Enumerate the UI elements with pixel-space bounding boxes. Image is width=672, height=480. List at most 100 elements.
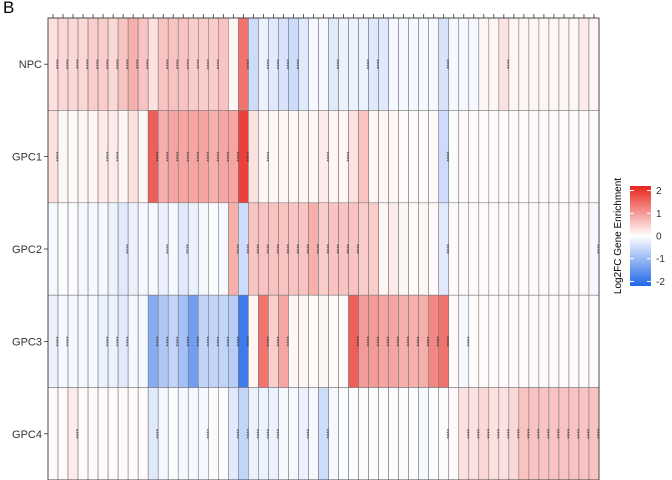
heatmap-cell (47, 387, 59, 480)
heatmap-cell (97, 202, 109, 296)
heatmap-cell (518, 17, 530, 111)
legend-tick-label: 2 (656, 186, 662, 197)
heatmap-cell (368, 387, 379, 480)
heatmap-cell (348, 387, 359, 480)
heatmap-cell (308, 294, 319, 388)
significance-label: **** (513, 429, 519, 440)
heatmap-cell (548, 110, 560, 204)
significance-label: **** (53, 152, 59, 163)
heatmap-cell (388, 17, 399, 111)
significance-label: **** (93, 59, 99, 70)
heatmap-cell (548, 294, 560, 388)
heatmap-cell (428, 202, 440, 296)
significance-label: **** (543, 429, 549, 440)
heatmap-cell (127, 294, 139, 388)
significance-label: **** (203, 336, 209, 347)
heatmap-cell (418, 387, 429, 480)
significance-label: **** (143, 59, 149, 70)
heatmap-cell (578, 294, 590, 388)
row-label: NPC (19, 59, 42, 71)
heatmap-cell (508, 294, 520, 388)
significance-label: **** (523, 429, 529, 440)
significance-label: **** (443, 429, 449, 440)
heatmap-cell (568, 202, 580, 296)
heatmap-cell (448, 202, 460, 296)
heatmap-cell (348, 17, 359, 111)
heatmap-cell (448, 294, 460, 388)
heatmap-cell (77, 387, 89, 480)
significance-label: **** (183, 152, 189, 163)
row-label: GPC2 (12, 244, 42, 256)
significance-label: **** (243, 336, 249, 347)
heatmap-cell (177, 387, 189, 480)
heatmap-cell (328, 387, 339, 480)
significance-label: **** (233, 152, 239, 163)
heatmap-cell (358, 202, 369, 296)
heatmap-cell (588, 110, 600, 204)
heatmap-cell (218, 202, 229, 296)
heatmap-cell (57, 387, 69, 480)
heatmap-cell (498, 202, 510, 296)
heatmap-cell (448, 387, 460, 480)
significance-label: **** (243, 244, 249, 255)
heatmap-cell (338, 294, 349, 388)
significance-label: **** (593, 244, 599, 255)
heatmap-cell (308, 110, 319, 204)
heatmap-cell (508, 110, 520, 204)
heatmap-cell (558, 17, 570, 111)
panel-letter: B (3, 0, 15, 17)
significance-label: **** (133, 59, 139, 70)
heatmap-cell (298, 17, 309, 111)
heatmap-cell (518, 202, 530, 296)
heatmap-cell (378, 17, 389, 111)
heatmap-cell (488, 110, 500, 204)
significance-label: **** (463, 429, 469, 440)
heatmap-cell (167, 387, 179, 480)
heatmap-cell (87, 294, 99, 388)
heatmap-cell (107, 202, 119, 296)
heatmap-cell (408, 110, 419, 204)
heatmap-cell (478, 294, 490, 388)
heatmap-cell (488, 202, 500, 296)
significance-label: **** (263, 152, 269, 163)
x-axis-ticks (52, 14, 595, 18)
heatmap-cell (137, 387, 149, 480)
heatmap-cell (488, 17, 500, 111)
heatmap-cell (298, 110, 309, 204)
significance-label: **** (203, 59, 209, 70)
heatmap-cell (77, 202, 89, 296)
heatmap-cell (207, 202, 219, 296)
heatmap-cell (368, 110, 379, 204)
significance-label: **** (313, 244, 319, 255)
heatmap-cell (388, 387, 399, 480)
heatmap-cell (578, 110, 590, 204)
row-label: GPC4 (12, 429, 42, 441)
significance-label: **** (533, 429, 539, 440)
significance-label: **** (53, 59, 59, 70)
significance-label: **** (443, 152, 449, 163)
significance-label: **** (273, 59, 279, 70)
heatmap-cell (388, 202, 399, 296)
heatmap-cell (468, 202, 480, 296)
heatmap-cell (288, 387, 299, 480)
heatmap-cell (588, 294, 600, 388)
significance-label: **** (403, 336, 409, 347)
heatmap-cell (388, 110, 399, 204)
heatmap-cell (107, 387, 119, 480)
significance-label: **** (113, 152, 119, 163)
legend-tick-label: 0 (656, 232, 662, 243)
heatmap-cell (458, 202, 470, 296)
heatmap-cell (248, 17, 259, 111)
heatmap-cell (578, 17, 590, 111)
heatmap-cell (87, 202, 99, 296)
significance-label: **** (183, 59, 189, 70)
heatmap-cell (278, 387, 289, 480)
significance-label: **** (73, 59, 79, 70)
significance-label: **** (303, 244, 309, 255)
heatmap-cell (468, 110, 480, 204)
heatmap-cell (408, 17, 419, 111)
heatmap-cell (77, 294, 89, 388)
significance-label: **** (263, 336, 269, 347)
legend-tick-label: -2 (656, 277, 665, 288)
significance-label: **** (443, 244, 449, 255)
